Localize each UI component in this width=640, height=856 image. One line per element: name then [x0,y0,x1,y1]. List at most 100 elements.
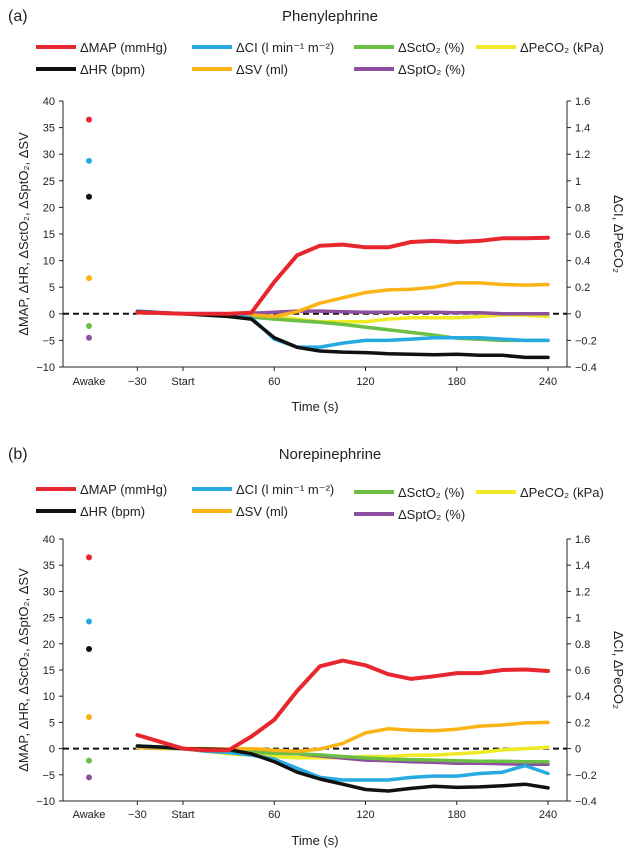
chart-title: Norepinephrine [279,446,382,463]
y-right-tick-label: 0 [575,744,581,756]
y-left-tick-label: 5 [49,717,55,729]
y-left-tick-label: 0 [49,309,55,321]
awake-point-spto2 [86,334,92,341]
panel-phenylephrine: (a) Phenylephrine ΔMAP (mmHg) ΔCI (l min⁻¹ … [8,8,626,414]
awake-point-scto2 [86,757,92,764]
panel-norepinephrine: (b) Norepinephrine ΔMAP (mmHg) ΔCI (l min⁻¹… [8,446,626,848]
x-tick-label: Start [171,809,194,821]
series-line-map [135,658,550,753]
x-axis-title: Time (s) [291,399,338,414]
y-left-tick-label: 15 [43,665,55,677]
y-left-tick-label: 0 [49,744,55,756]
y-right-tick-label: 1.4 [575,123,590,135]
y-left-tick-label: 30 [43,586,55,598]
y-right-tick-label: 0.6 [575,665,590,677]
y-right-tick-label: 1.2 [575,586,590,598]
y-axis-right-title: ΔCI, ΔPeCO₂ [611,195,626,273]
x-tick-label: 120 [356,809,374,821]
y-left-tick-label: 20 [43,639,55,651]
x-tick-label: −30 [128,376,147,388]
y-left-tick-label: 25 [43,613,55,625]
legend-label: ΔSctO₂ (%) [398,485,464,500]
panel-label: (b) [8,446,28,463]
y-right-tick-label: 1.6 [575,96,590,108]
legend-label: ΔPeCO₂ (kPa) [520,40,604,55]
x-tick-label: 60 [268,376,280,388]
awake-point-hr [86,646,92,653]
awake-point-ci [86,618,92,625]
x-tick-label: 60 [268,809,280,821]
series-line-hr [135,309,550,360]
x-tick-label: 240 [539,376,557,388]
y-left-tick-label: 35 [43,123,55,135]
x-tick-label: 180 [448,809,466,821]
x-axis-title: Time (s) [291,833,338,848]
awake-point-scto2 [86,323,92,330]
legend-label: ΔPeCO₂ (kPa) [520,485,604,500]
awake-point-map [86,116,92,123]
y-right-tick-label: −0.2 [575,335,597,347]
y-axis-left-title: ΔMAP, ΔHR, ΔSctO₂, ΔSptO₂, ΔSV [16,132,31,336]
series-line-map [135,235,550,316]
y-left-tick-label: 5 [49,282,55,294]
y-left-tick-label: −10 [36,362,55,374]
y-left-tick-label: 40 [43,96,55,108]
legend-label: ΔHR (bpm) [80,62,145,77]
y-right-tick-label: 0 [575,309,581,321]
legend-label: ΔSptO₂ (%) [398,507,465,522]
y-right-tick-label: 0.6 [575,229,590,241]
y-axis-left-title: ΔMAP, ΔHR, ΔSctO₂, ΔSptO₂, ΔSV [16,568,31,772]
y-right-tick-label: 1 [575,613,581,625]
y-left-tick-label: −5 [42,770,55,782]
y-left-tick-label: 15 [43,229,55,241]
x-tick-label: Start [171,376,194,388]
x-tick-label: 240 [539,809,557,821]
y-right-tick-label: 0.4 [575,691,590,703]
y-right-tick-label: 1.2 [575,149,590,161]
awake-point-hr [86,193,92,200]
x-tick-label: 180 [448,376,466,388]
y-left-tick-label: 40 [43,534,55,546]
x-tick-label: 120 [356,376,374,388]
y-right-tick-label: 1.4 [575,560,590,572]
legend-label: ΔMAP (mmHg) [80,40,167,55]
legend-label: ΔCI (l min⁻¹ m⁻²) [236,40,334,55]
y-left-tick-label: 10 [43,691,55,703]
awake-point-spto2 [86,774,92,781]
y-axis-right-title: ΔCI, ΔPeCO₂ [611,631,626,709]
y-left-tick-label: −5 [42,335,55,347]
legend-label: ΔSptO₂ (%) [398,62,465,77]
awake-point-map [86,554,92,561]
y-right-tick-label: 0.2 [575,282,590,294]
awake-point-sv [86,275,92,282]
legend-label: ΔSV (ml) [236,504,288,519]
legend-label: ΔHR (bpm) [80,504,145,519]
y-left-tick-label: 35 [43,560,55,572]
y-left-tick-label: 25 [43,176,55,188]
awake-point-sv [86,714,92,721]
y-left-tick-label: −10 [36,796,55,808]
x-tick-label: −30 [128,809,147,821]
series-line-sv [135,720,550,753]
y-right-tick-label: −0.4 [575,796,597,808]
y-right-tick-label: 0.8 [575,202,590,214]
y-right-tick-label: 0.8 [575,639,590,651]
chart-title: Phenylephrine [282,8,378,25]
awake-point-ci [86,157,92,164]
x-tick-label: Awake [73,809,106,821]
y-right-tick-label: 0.2 [575,717,590,729]
y-right-tick-label: −0.4 [575,362,597,374]
legend-label: ΔCI (l min⁻¹ m⁻²) [236,482,334,497]
y-right-tick-label: 1 [575,176,581,188]
y-left-tick-label: 10 [43,256,55,268]
y-right-tick-label: 0.4 [575,256,590,268]
y-left-tick-label: 30 [43,149,55,161]
y-right-tick-label: −0.2 [575,770,597,782]
legend-label: ΔSctO₂ (%) [398,40,464,55]
panel-label: (a) [8,8,28,25]
x-tick-label: Awake [73,376,106,388]
y-right-tick-label: 1.6 [575,534,590,546]
legend-label: ΔMAP (mmHg) [80,482,167,497]
y-left-tick-label: 20 [43,202,55,214]
